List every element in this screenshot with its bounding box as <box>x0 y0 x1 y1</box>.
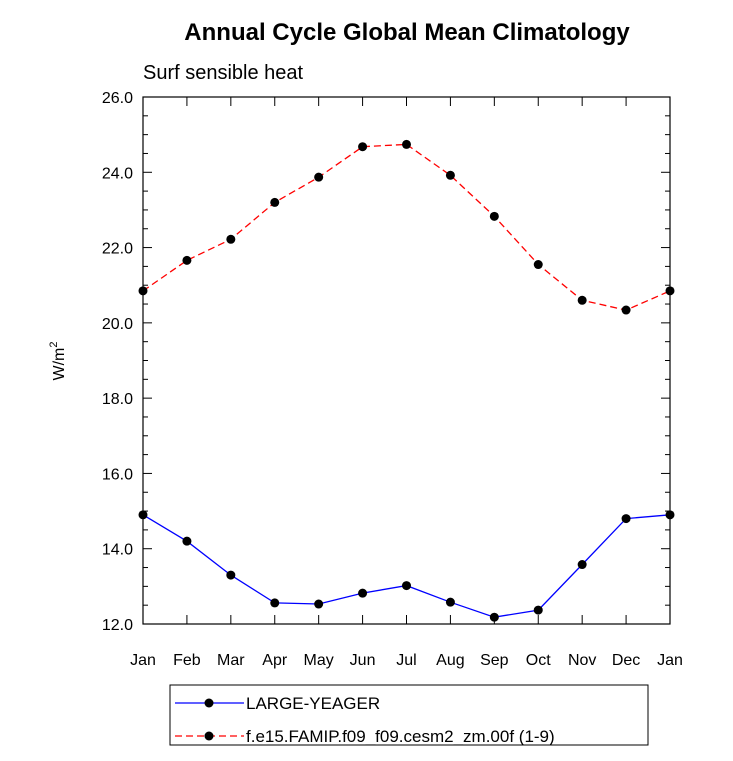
y-tick-label: 26.0 <box>102 90 133 107</box>
plot-frame <box>142 96 671 625</box>
series-1-point <box>358 588 368 598</box>
series-1-point <box>489 612 499 622</box>
x-tick-label: Mar <box>217 652 245 669</box>
series-2-point <box>182 255 192 265</box>
series-2-point <box>665 286 675 296</box>
series-2-point <box>138 286 148 296</box>
y-tick-label: 12.0 <box>102 617 133 634</box>
series-1-point <box>533 605 543 615</box>
x-tick-label: Apr <box>262 652 288 669</box>
y-tick-label: 16.0 <box>102 466 133 483</box>
x-tick-label: Nov <box>568 652 596 669</box>
series-1-point <box>182 536 192 546</box>
series-1-point <box>402 581 411 591</box>
y-tick-label: 24.0 <box>102 165 133 182</box>
x-tick-label: Jan <box>657 652 683 669</box>
x-tick-label: Sep <box>480 652 509 669</box>
legend-box <box>169 684 649 746</box>
series-line-1 <box>142 514 671 618</box>
series-2-point <box>533 260 543 270</box>
series-2-point <box>577 295 587 305</box>
y-axis-label-superscript: 2 <box>48 342 60 348</box>
series-1-point <box>226 570 236 580</box>
series-1-point <box>577 560 587 570</box>
series-1-point <box>665 510 675 520</box>
x-tick-label: Jan <box>130 652 156 669</box>
legend: LARGE-YEAGER f.e15.FAMIP.f09_f09.cesm2_zm… <box>169 684 649 746</box>
series-2-point <box>314 172 324 182</box>
x-tick-label: Feb <box>173 652 201 669</box>
y-tick-label: 14.0 <box>102 542 133 559</box>
series-2-point <box>358 142 368 152</box>
y-axis-label-unit: W/m <box>51 348 68 381</box>
x-tick-label: Jul <box>396 652 416 669</box>
series-line-2 <box>142 143 671 311</box>
legend-label-1: LARGE-YEAGER <box>246 694 380 713</box>
legend-label-2: f.e15.FAMIP.f09_f09.cesm2_zm.00f (1-9) <box>246 727 555 746</box>
x-tick-label: Dec <box>612 652 640 669</box>
series-2-point <box>226 234 236 244</box>
y-tick-label: 18.0 <box>102 391 133 408</box>
series-2-point <box>489 211 499 221</box>
series-1-point <box>621 514 631 524</box>
plot-area: 12.0 14.0 16.0 18.0 20.0 22.0 24.0 26.0 Jan Feb Ma… <box>102 90 683 669</box>
x-tick-label: Oct <box>526 652 551 669</box>
y-tick-label: 20.0 <box>102 316 133 333</box>
series-2-point <box>445 170 455 180</box>
series-2-point <box>402 139 411 149</box>
series-1-point <box>138 510 148 520</box>
x-tick-label: Jun <box>350 652 376 669</box>
series-2-point <box>270 197 280 207</box>
series-1-point <box>314 599 324 609</box>
chart-title: Annual Cycle Global Mean Climatology <box>184 19 630 46</box>
legend-marker-1 <box>204 698 214 708</box>
series-1-point <box>445 597 455 607</box>
y-tick-label: 22.0 <box>102 241 133 258</box>
chart-subtitle: Surf sensible heat <box>143 62 304 84</box>
x-tick-label: Aug <box>436 652 464 669</box>
y-axis-label: W/m2 <box>48 342 68 381</box>
series-1-point <box>270 598 280 608</box>
x-tick-label: May <box>304 652 334 669</box>
series-2-point <box>621 305 631 315</box>
legend-marker-2 <box>204 731 214 741</box>
